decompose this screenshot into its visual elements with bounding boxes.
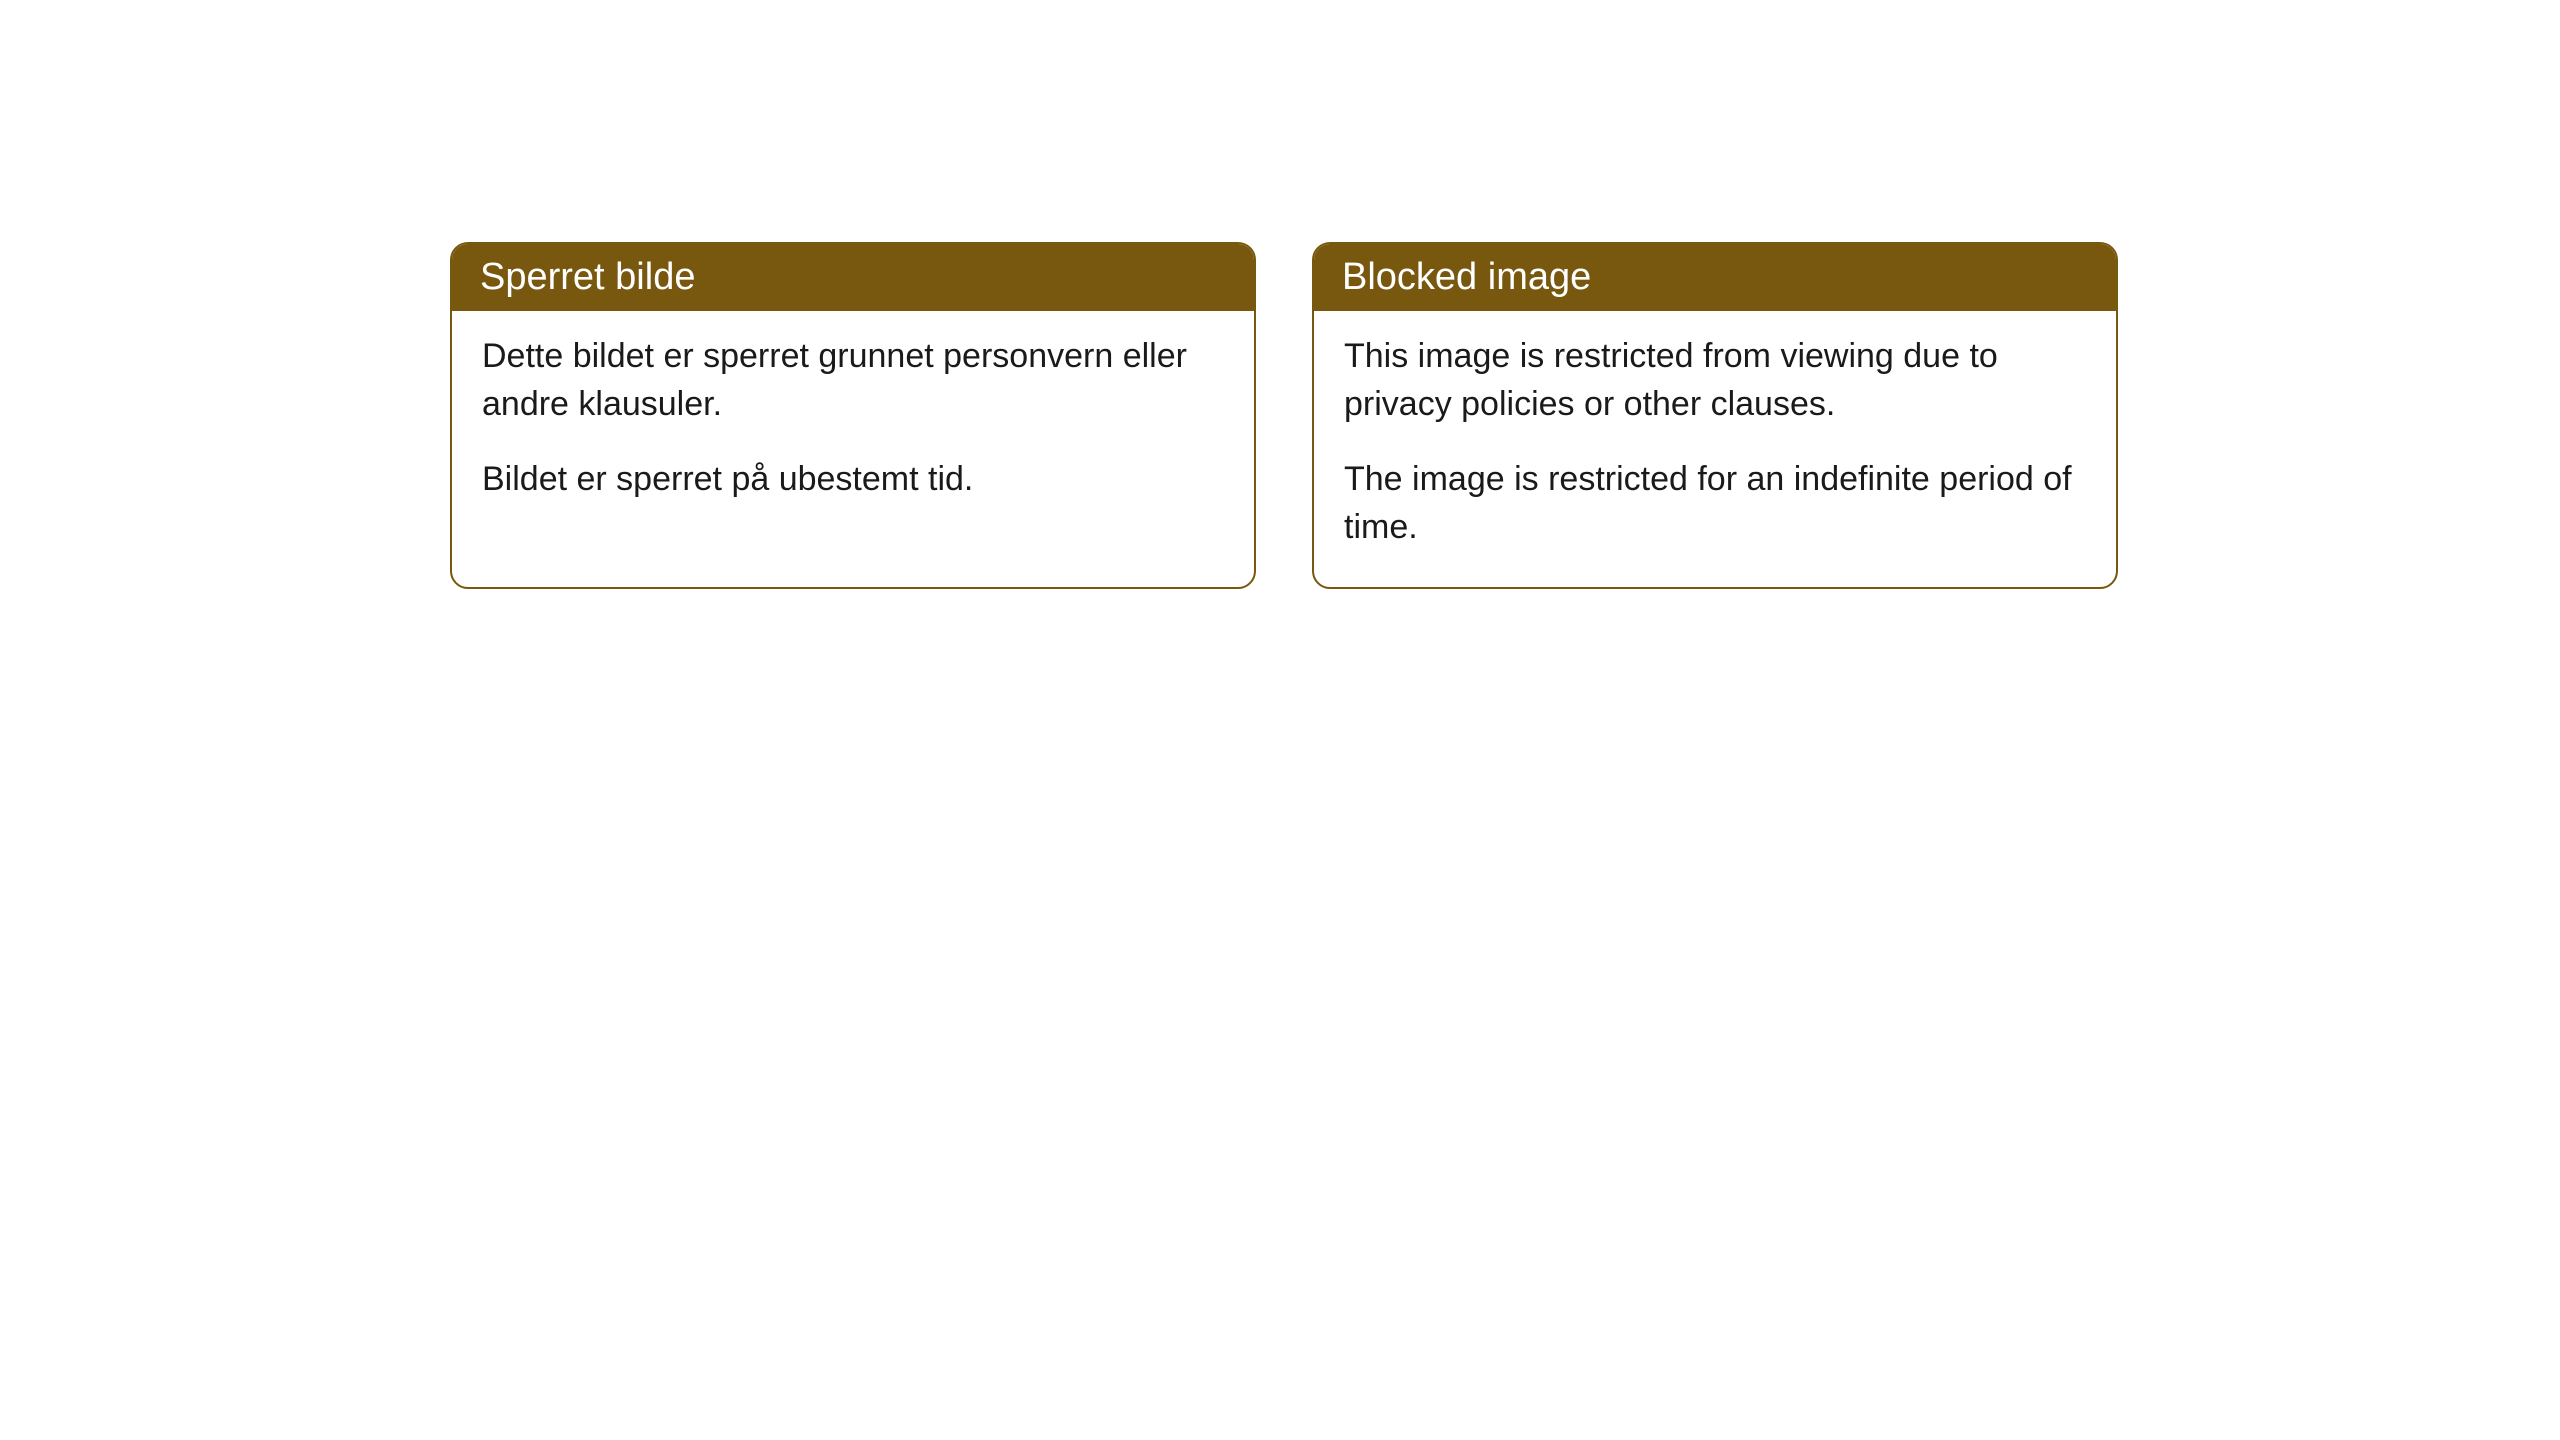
card-body-no: Dette bildet er sperret grunnet personve… [452, 311, 1254, 540]
blocked-image-card-no: Sperret bilde Dette bildet er sperret gr… [450, 242, 1256, 589]
card-title: Blocked image [1342, 256, 1591, 298]
card-paragraph: Bildet er sperret på ubestemt tid. [482, 456, 1224, 504]
card-paragraph: This image is restricted from viewing du… [1344, 333, 2086, 428]
blocked-image-card-en: Blocked image This image is restricted f… [1312, 242, 2118, 589]
card-title: Sperret bilde [480, 256, 695, 298]
card-paragraph: The image is restricted for an indefinit… [1344, 456, 2086, 551]
notice-cards-container: Sperret bilde Dette bildet er sperret gr… [450, 242, 2118, 589]
card-header-no: Sperret bilde [452, 244, 1254, 311]
card-paragraph: Dette bildet er sperret grunnet personve… [482, 333, 1224, 428]
card-body-en: This image is restricted from viewing du… [1314, 311, 2116, 587]
card-header-en: Blocked image [1314, 244, 2116, 311]
